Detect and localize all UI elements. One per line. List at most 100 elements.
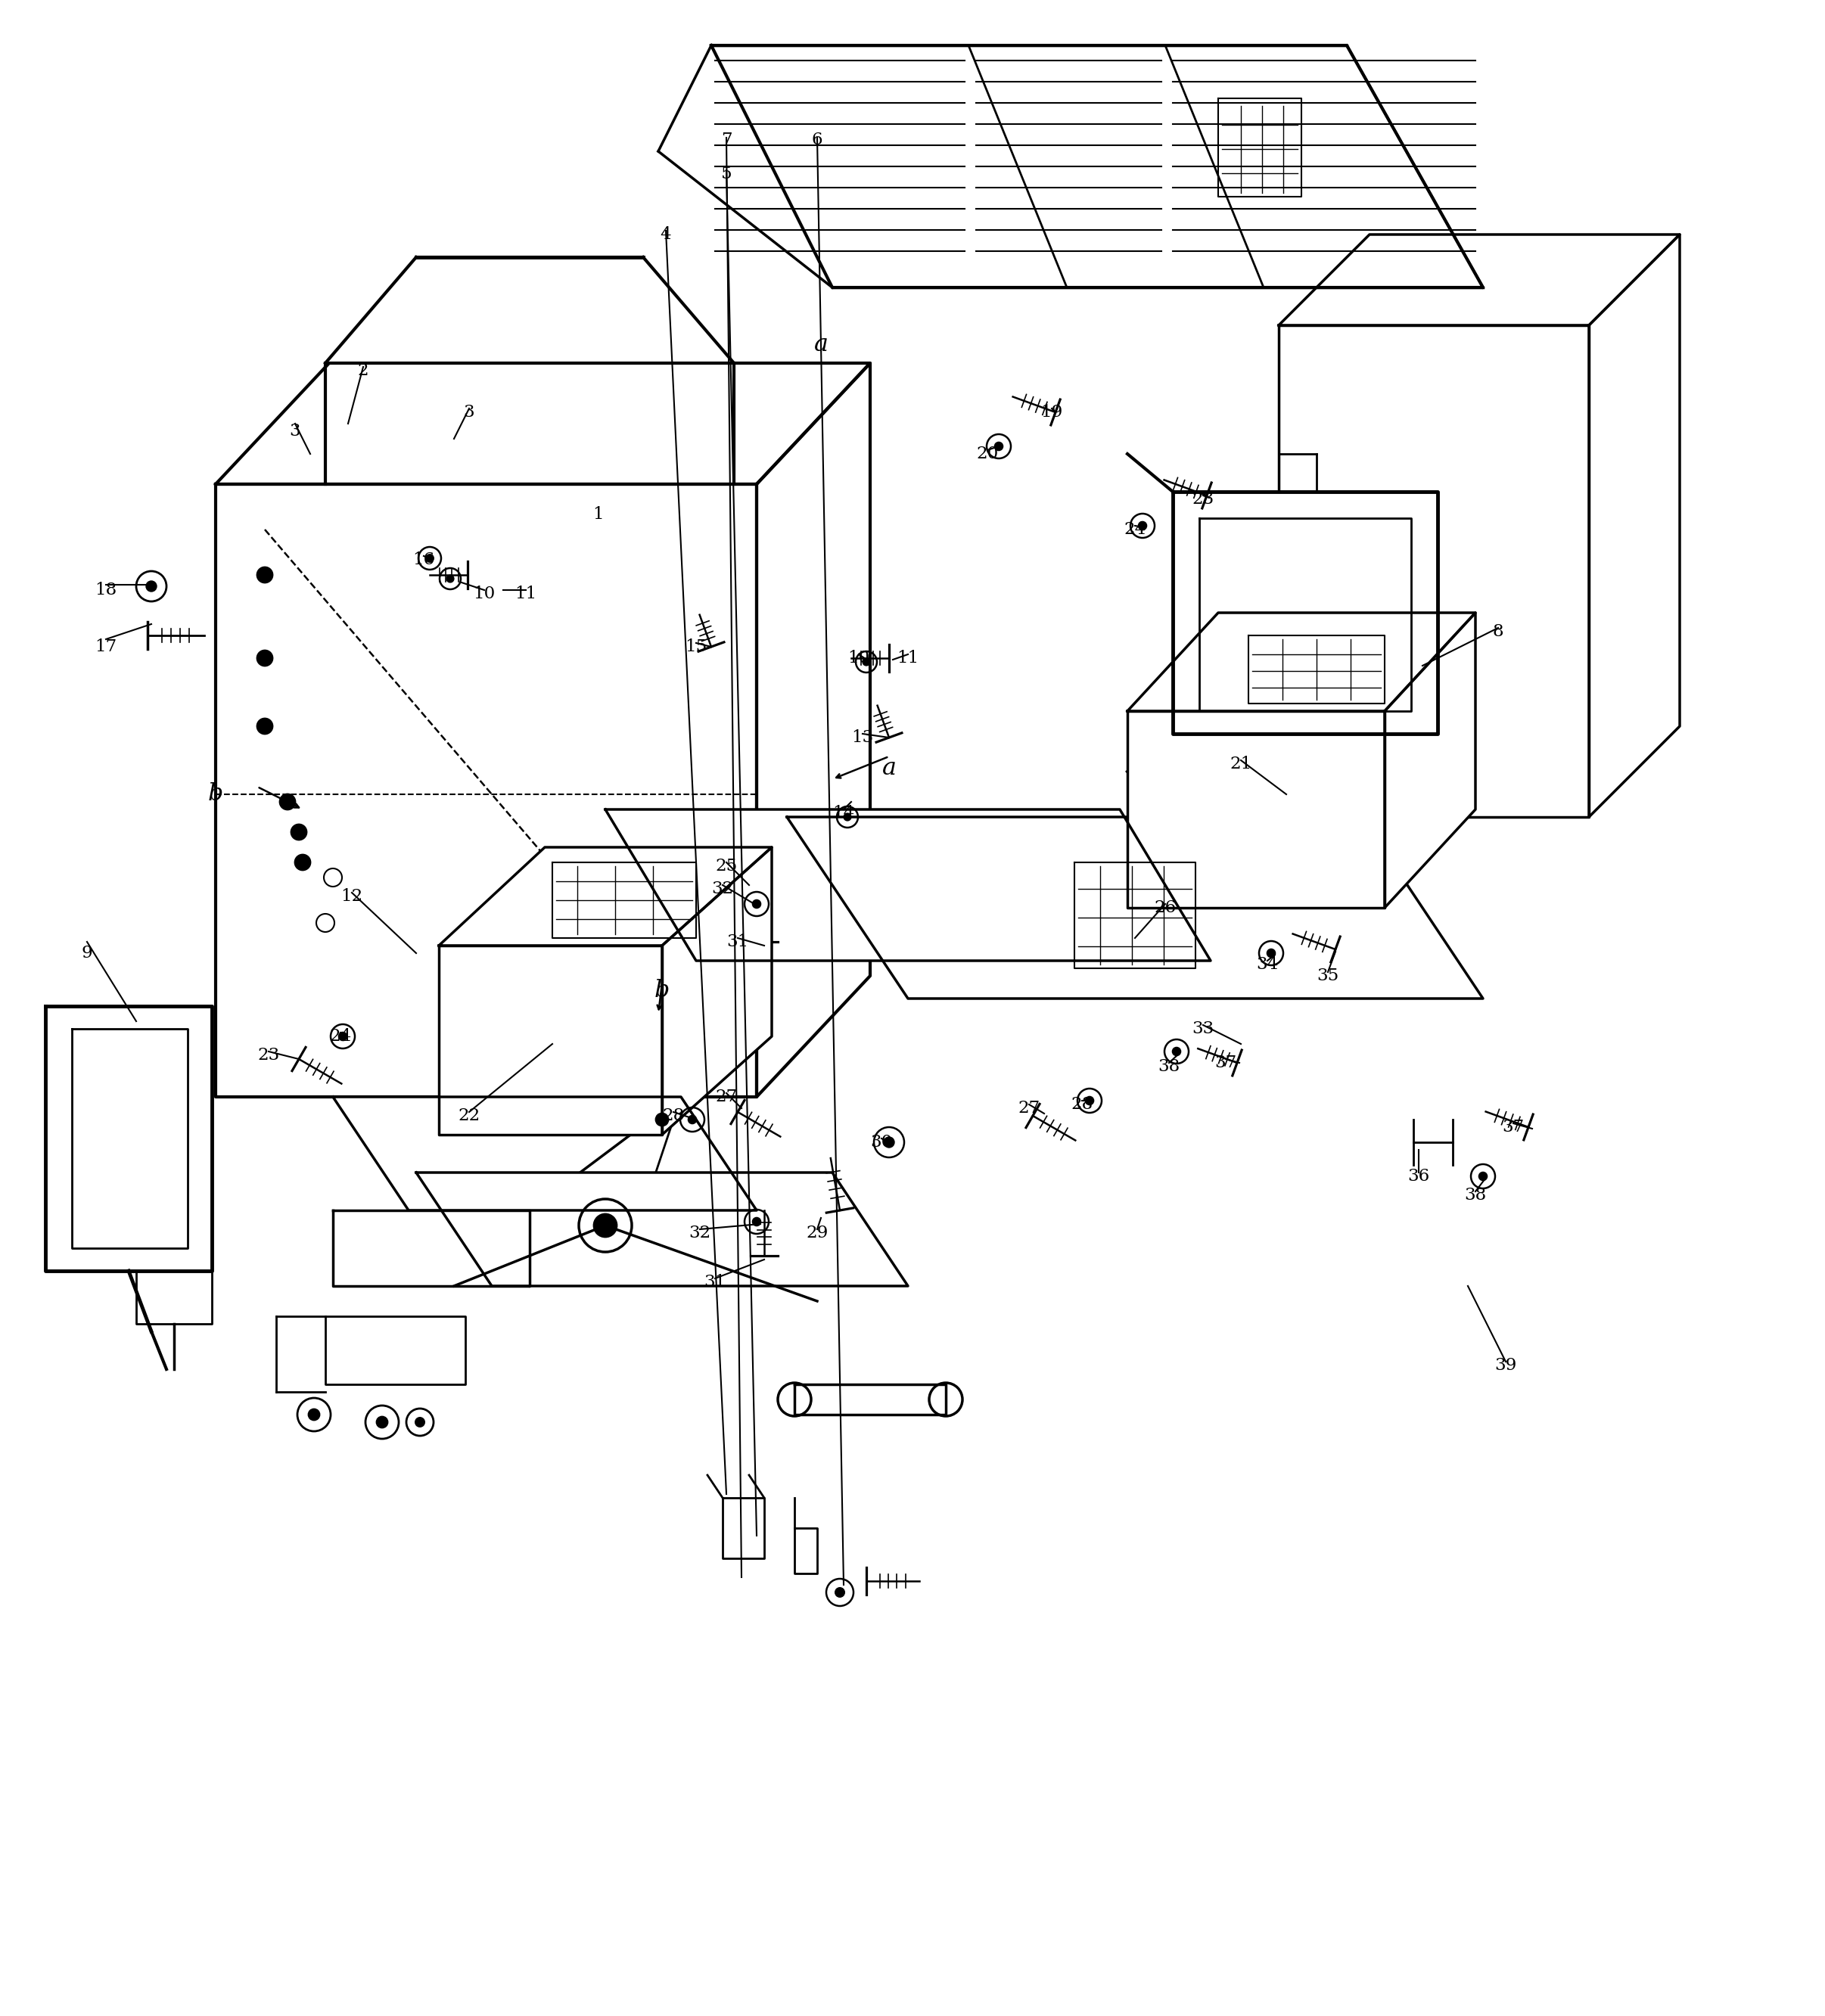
Text: 2: 2 — [358, 363, 369, 379]
Circle shape — [1086, 1097, 1093, 1105]
Polygon shape — [787, 816, 1484, 998]
Text: 11: 11 — [896, 649, 920, 667]
Circle shape — [995, 442, 1004, 450]
Text: 36: 36 — [1407, 1167, 1429, 1185]
Text: 6: 6 — [812, 131, 823, 149]
Circle shape — [296, 855, 310, 871]
Text: a: a — [814, 333, 829, 357]
Polygon shape — [794, 1528, 818, 1572]
Text: 32: 32 — [688, 1226, 712, 1242]
Text: 28: 28 — [662, 1107, 684, 1125]
Text: 33: 33 — [1192, 1020, 1214, 1036]
Text: a: a — [881, 756, 896, 780]
Polygon shape — [662, 847, 772, 1135]
Text: 24: 24 — [1124, 522, 1146, 538]
Circle shape — [1172, 1046, 1181, 1056]
Text: 38: 38 — [1464, 1187, 1487, 1204]
Circle shape — [752, 899, 761, 909]
Circle shape — [843, 812, 850, 821]
Text: 8: 8 — [1493, 623, 1504, 639]
Circle shape — [836, 1589, 845, 1597]
Polygon shape — [137, 1270, 212, 1325]
Circle shape — [257, 651, 272, 665]
Text: 23: 23 — [1192, 492, 1214, 508]
Text: 5: 5 — [721, 165, 732, 181]
Circle shape — [593, 1214, 617, 1238]
Polygon shape — [438, 946, 662, 1135]
Circle shape — [257, 718, 272, 734]
Text: 3: 3 — [464, 403, 474, 421]
Polygon shape — [325, 1316, 465, 1385]
Text: 3: 3 — [290, 423, 301, 439]
Polygon shape — [1199, 518, 1411, 712]
Text: 10: 10 — [473, 585, 495, 603]
Circle shape — [414, 1417, 425, 1427]
Text: 13: 13 — [852, 730, 874, 746]
Text: 17: 17 — [95, 639, 117, 655]
Circle shape — [1139, 522, 1146, 530]
Text: 20: 20 — [976, 446, 998, 462]
Text: 15: 15 — [684, 639, 708, 655]
Polygon shape — [1173, 492, 1438, 734]
Text: 7: 7 — [721, 131, 732, 149]
Polygon shape — [606, 810, 1210, 962]
Circle shape — [447, 575, 454, 583]
Text: 37: 37 — [1215, 1054, 1237, 1070]
Text: 31: 31 — [704, 1274, 726, 1290]
Text: 23: 23 — [257, 1046, 279, 1064]
Circle shape — [883, 1137, 894, 1147]
Polygon shape — [332, 1097, 757, 1210]
Text: 27: 27 — [1018, 1101, 1040, 1117]
Text: 21: 21 — [1230, 756, 1252, 772]
Polygon shape — [757, 363, 871, 1097]
Text: 37: 37 — [1502, 1119, 1524, 1135]
Circle shape — [688, 1115, 697, 1123]
Text: 34: 34 — [1256, 956, 1279, 974]
Polygon shape — [1279, 234, 1679, 325]
Polygon shape — [1590, 234, 1679, 816]
Text: 31: 31 — [726, 933, 748, 950]
Text: 18: 18 — [95, 583, 117, 599]
Circle shape — [338, 1032, 347, 1040]
Polygon shape — [416, 1173, 909, 1286]
Polygon shape — [71, 1028, 188, 1248]
Polygon shape — [1385, 613, 1475, 907]
Polygon shape — [1128, 712, 1385, 907]
Text: 38: 38 — [1157, 1058, 1181, 1075]
Polygon shape — [794, 1385, 945, 1415]
Circle shape — [1267, 950, 1276, 958]
Text: 12: 12 — [341, 889, 363, 905]
Polygon shape — [215, 484, 757, 1097]
Text: 32: 32 — [712, 881, 734, 897]
Polygon shape — [215, 363, 871, 484]
Text: 11: 11 — [515, 585, 537, 603]
Circle shape — [425, 554, 434, 562]
Text: 39: 39 — [1495, 1357, 1517, 1373]
Circle shape — [655, 1113, 668, 1125]
Text: 22: 22 — [458, 1107, 480, 1125]
Polygon shape — [723, 1498, 765, 1558]
Text: 16: 16 — [412, 552, 434, 569]
Circle shape — [146, 581, 157, 591]
Circle shape — [1478, 1171, 1487, 1181]
Circle shape — [292, 825, 307, 841]
Polygon shape — [1128, 613, 1475, 712]
Text: 4: 4 — [661, 226, 672, 242]
Text: 35: 35 — [1318, 968, 1340, 984]
Polygon shape — [438, 847, 772, 946]
Circle shape — [863, 657, 871, 665]
Text: 25: 25 — [715, 859, 737, 875]
Text: b: b — [208, 782, 223, 806]
Text: 14: 14 — [832, 804, 854, 823]
Polygon shape — [712, 46, 1484, 288]
Polygon shape — [332, 1210, 529, 1286]
Text: 19: 19 — [1040, 403, 1062, 421]
Text: 24: 24 — [330, 1028, 352, 1044]
Text: 9: 9 — [82, 946, 93, 962]
Circle shape — [752, 1218, 761, 1226]
Circle shape — [308, 1409, 319, 1421]
Text: 10: 10 — [849, 649, 871, 667]
Text: 27: 27 — [715, 1089, 737, 1105]
Circle shape — [257, 566, 272, 583]
Text: b: b — [655, 980, 670, 1002]
